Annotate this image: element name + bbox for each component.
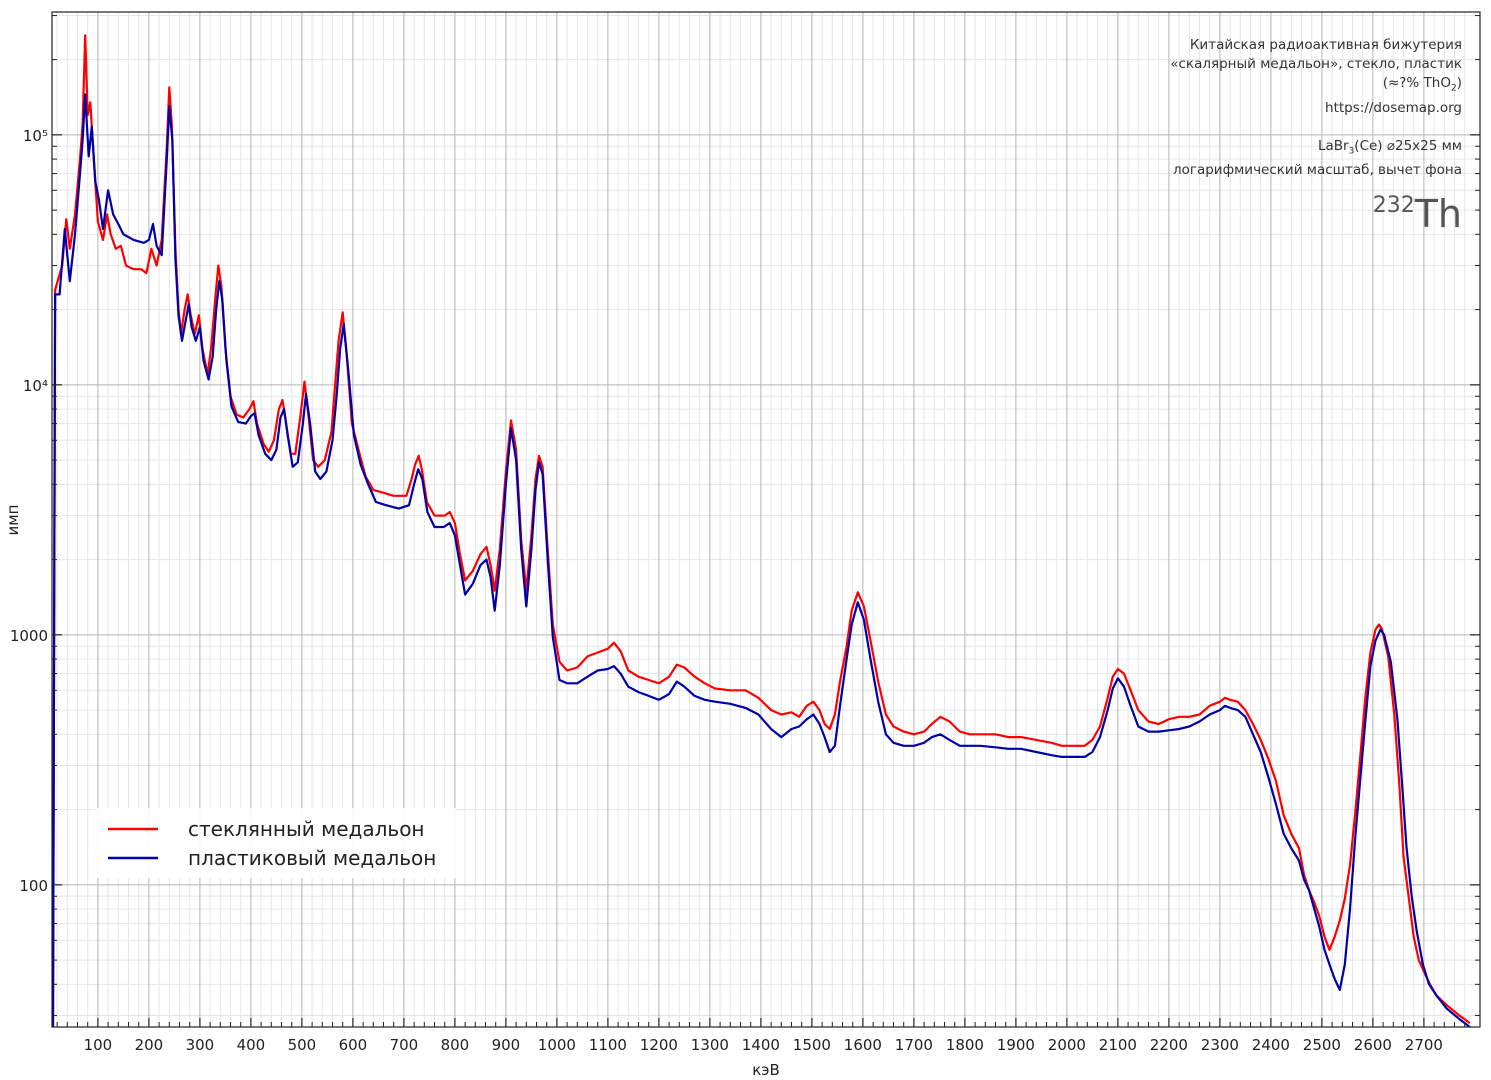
x-tick-label: 900 [492, 1036, 521, 1054]
info-panel: Китайская радиоактивная бижутерия «скаля… [1170, 36, 1462, 236]
x-tick-label: 1900 [997, 1036, 1035, 1054]
x-tick-label: 100 [84, 1036, 113, 1054]
x-tick-label: 200 [135, 1036, 164, 1054]
x-tick-label: 1800 [946, 1036, 984, 1054]
legend-background [96, 808, 456, 878]
x-tick-label: 1300 [691, 1036, 729, 1054]
x-tick-label: 700 [390, 1036, 419, 1054]
x-tick-label: 400 [237, 1036, 266, 1054]
x-tick-label: 500 [288, 1036, 317, 1054]
info-title: Китайская радиоактивная бижутерия [1189, 37, 1462, 53]
x-tick-label: 2600 [1354, 1036, 1392, 1054]
x-tick-labels: 100 200 300 400 500 600 700 800 900 1000 1100 1200 1… [84, 1036, 1443, 1054]
x-axis-title: кэВ [752, 1061, 780, 1079]
isotope-label: 232Th [1372, 192, 1462, 237]
x-tick-label: 1500 [793, 1036, 831, 1054]
legend-label-plastic: пластиковый медальон [188, 846, 436, 870]
x-tick-label: 1600 [844, 1036, 882, 1054]
x-tick-label: 2700 [1405, 1036, 1443, 1054]
info-url: https://dosemap.org [1325, 99, 1462, 116]
y-tick-labels: 100 1000 10⁴ 10⁵ [10, 127, 48, 895]
series-layer [52, 34, 1471, 1027]
x-tick-label: 600 [339, 1036, 368, 1054]
plot-frame [51, 11, 1481, 1028]
legend-label-glass: стеклянный медальон [188, 817, 425, 841]
x-tick-label: 1400 [742, 1036, 780, 1054]
x-tick-label: 1100 [589, 1036, 627, 1054]
y-tick-label: 1000 [10, 627, 48, 645]
info-composition: (≈?% ThO2) [1382, 75, 1462, 94]
y-tick-label: 10⁴ [23, 377, 48, 395]
info-mode: логарифмический масштаб, вычет фона [1172, 162, 1462, 179]
info-detector: LaBr3(Ce) ⌀25x25 мм [1317, 137, 1462, 157]
x-tick-label: 2400 [1252, 1036, 1290, 1054]
y-tick-label: 100 [19, 877, 48, 895]
x-tick-label: 2300 [1201, 1036, 1239, 1054]
y-axis-title: имп [4, 505, 22, 536]
x-tick-label: 1000 [538, 1036, 576, 1054]
legend: стеклянный медальон пластиковый медальон [96, 808, 456, 878]
x-tick-label: 1200 [640, 1036, 678, 1054]
major-grid [52, 12, 1480, 1027]
y-tick-label: 10⁵ [23, 127, 48, 145]
series-line-plastic [52, 93, 1471, 1027]
x-tick-label: 1700 [895, 1036, 933, 1054]
info-subtitle: «скалярный медальон», стекло, пластик [1170, 56, 1462, 72]
x-tick-label: 800 [441, 1036, 470, 1054]
x-tick-label: 300 [186, 1036, 215, 1054]
x-tick-label: 2000 [1048, 1036, 1086, 1054]
x-tick-label: 2100 [1099, 1036, 1137, 1054]
x-tick-label: 2500 [1303, 1036, 1341, 1054]
x-tick-label: 2200 [1150, 1036, 1188, 1054]
axis-ticks [52, 15, 1480, 1027]
